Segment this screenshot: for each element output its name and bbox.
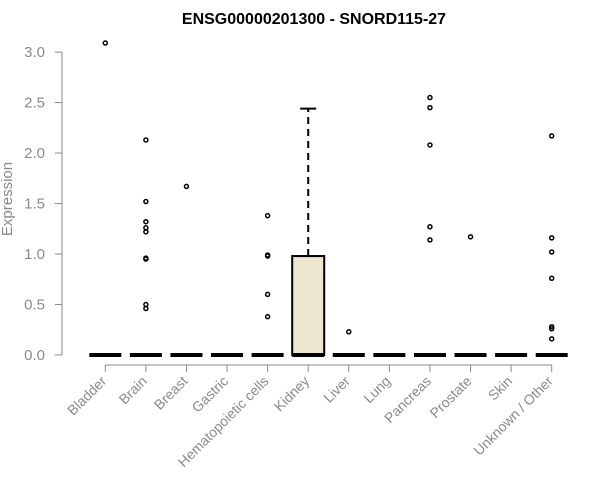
outlier-point xyxy=(346,329,352,335)
y-tick-label: 0.0 xyxy=(24,347,45,364)
outlier-point xyxy=(264,253,271,259)
x-tick-label: Liver xyxy=(320,373,353,406)
outlier-point xyxy=(427,224,433,230)
outlier-point xyxy=(264,313,271,320)
outlier-point xyxy=(548,275,555,282)
outlier-point xyxy=(548,133,555,139)
y-tick-label: 0.5 xyxy=(24,297,45,314)
outliers xyxy=(102,40,555,342)
outlier-point xyxy=(143,256,149,262)
boxes xyxy=(89,107,568,357)
x-tick-label: Lung xyxy=(360,373,393,406)
x-tick-label: Brain xyxy=(116,373,150,407)
outlier-point xyxy=(548,249,555,255)
y-tick-label: 1.5 xyxy=(24,196,45,213)
outlier-point xyxy=(143,198,149,205)
y-axis-label: Expression xyxy=(0,162,16,236)
x-tick-label: Breast xyxy=(151,373,191,413)
x-tick-label: Skin xyxy=(485,373,516,404)
x-tick-label: Bladder xyxy=(64,373,110,419)
outlier-point xyxy=(143,218,149,225)
y-tick-label: 2.5 xyxy=(24,95,45,112)
x-tick-label: Prostate xyxy=(426,373,474,421)
outlier-point xyxy=(427,104,433,111)
outlier-point xyxy=(548,325,555,332)
outlier-point xyxy=(427,237,433,243)
chart-title: ENSG00000201300 - SNORD115-27 xyxy=(182,11,446,28)
outlier-point xyxy=(467,234,474,240)
outlier-point xyxy=(143,137,149,143)
outlier-point xyxy=(548,235,555,241)
outlier-point xyxy=(427,94,433,101)
outlier-point xyxy=(143,229,149,235)
outlier-point xyxy=(183,183,190,190)
outlier-point xyxy=(264,212,271,219)
outlier-point xyxy=(548,336,555,342)
outlier-point xyxy=(143,305,149,312)
y-tick-label: 3.0 xyxy=(24,44,45,61)
outlier-point xyxy=(102,40,109,46)
outlier-point xyxy=(548,323,555,330)
box xyxy=(291,255,326,356)
outlier-point xyxy=(264,291,271,298)
x-tick-label: Kidney xyxy=(271,373,313,415)
y-tick-label: 2.0 xyxy=(24,145,45,162)
y-tick-label: 1.0 xyxy=(24,246,45,263)
outlier-point xyxy=(427,142,433,148)
